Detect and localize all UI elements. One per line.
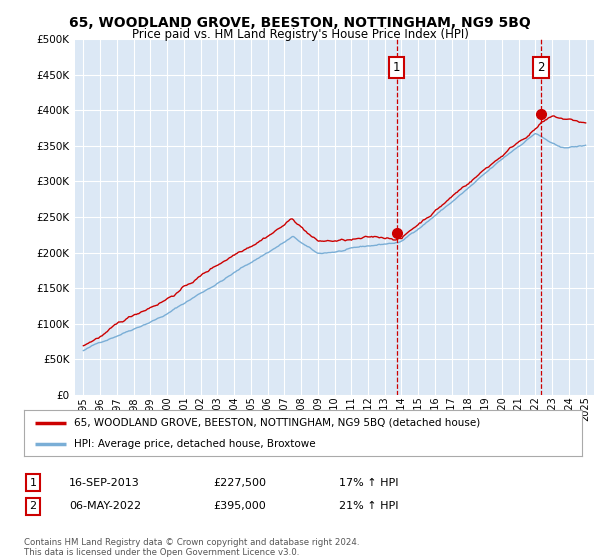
Text: 2: 2 xyxy=(538,61,545,74)
Text: Contains HM Land Registry data © Crown copyright and database right 2024.
This d: Contains HM Land Registry data © Crown c… xyxy=(24,538,359,557)
Text: HPI: Average price, detached house, Broxtowe: HPI: Average price, detached house, Brox… xyxy=(74,439,316,449)
Text: £227,500: £227,500 xyxy=(213,478,266,488)
Text: 1: 1 xyxy=(393,61,400,74)
Text: 06-MAY-2022: 06-MAY-2022 xyxy=(69,501,141,511)
Text: 1: 1 xyxy=(29,478,37,488)
Text: Price paid vs. HM Land Registry's House Price Index (HPI): Price paid vs. HM Land Registry's House … xyxy=(131,28,469,41)
Text: 21% ↑ HPI: 21% ↑ HPI xyxy=(339,501,398,511)
Text: 65, WOODLAND GROVE, BEESTON, NOTTINGHAM, NG9 5BQ (detached house): 65, WOODLAND GROVE, BEESTON, NOTTINGHAM,… xyxy=(74,418,481,428)
Text: 16-SEP-2013: 16-SEP-2013 xyxy=(69,478,140,488)
Text: 17% ↑ HPI: 17% ↑ HPI xyxy=(339,478,398,488)
Text: £395,000: £395,000 xyxy=(213,501,266,511)
Text: 2: 2 xyxy=(29,501,37,511)
Text: 65, WOODLAND GROVE, BEESTON, NOTTINGHAM, NG9 5BQ: 65, WOODLAND GROVE, BEESTON, NOTTINGHAM,… xyxy=(69,16,531,30)
